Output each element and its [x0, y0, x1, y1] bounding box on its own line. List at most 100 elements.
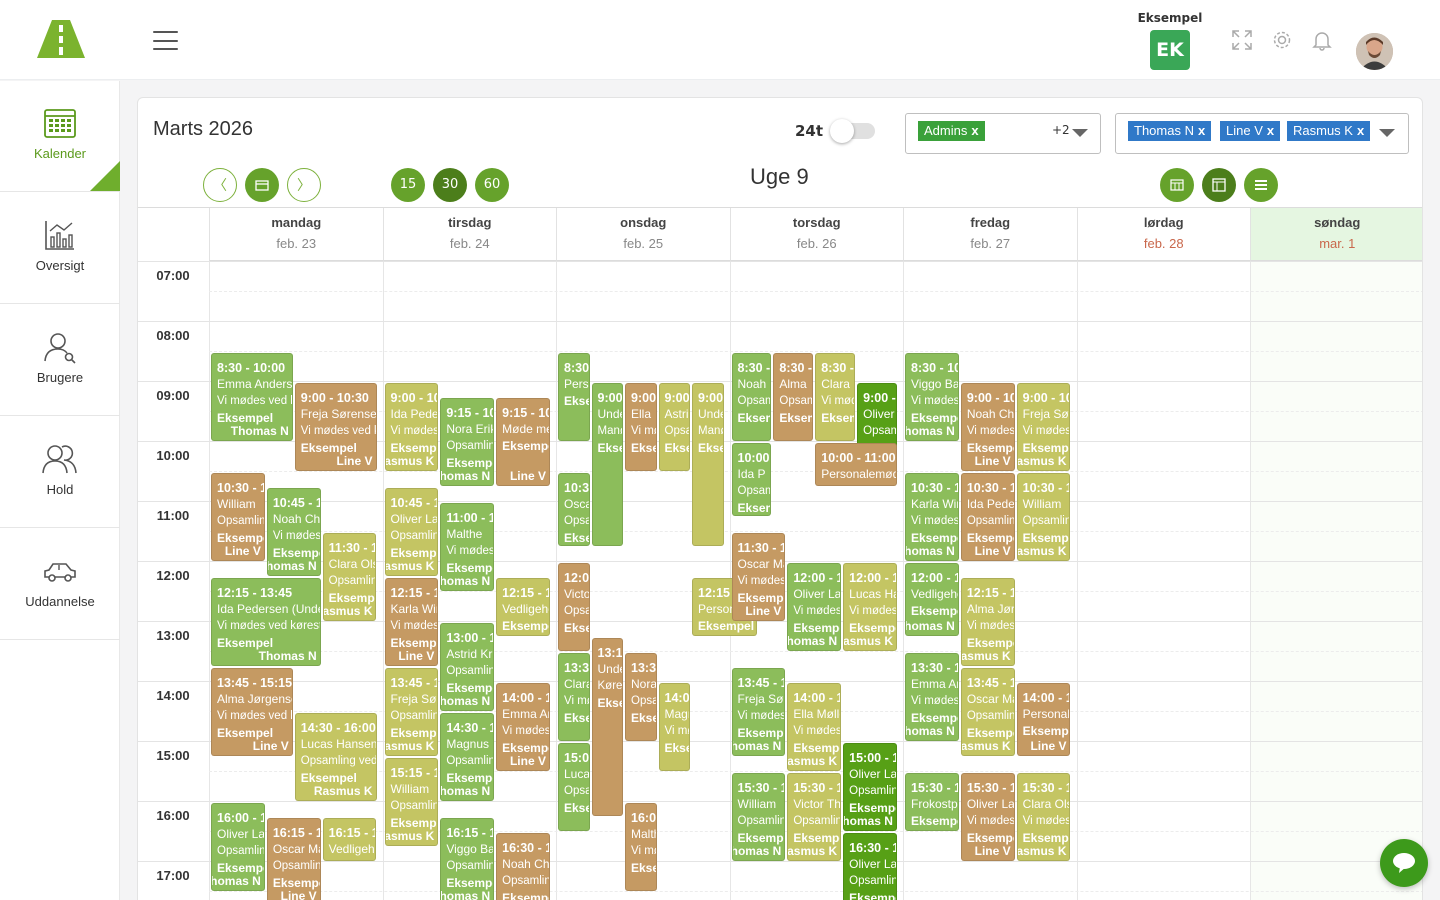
calendar-event[interactable]: 14:30 - 16:00 Lucas Hansen Opsamling ved s…: [294, 713, 377, 801]
calendar-event[interactable]: 9:00 - 10:30 Freja Sørensen Vi mødes Eksemp…: [1016, 383, 1071, 471]
nav-item-kalender[interactable]: Kalender: [0, 81, 120, 192]
day-header-lørdag[interactable]: lørdag feb. 28: [1076, 208, 1250, 261]
day-column[interactable]: [903, 261, 1077, 900]
day-column[interactable]: [382, 261, 557, 900]
month-view-button[interactable]: [1160, 168, 1194, 202]
gear-icon[interactable]: [1271, 29, 1293, 51]
calendar-event[interactable]: 13:15 - 16:15 Undervisning Køreteknik Eksem…: [591, 638, 623, 816]
calendar-event[interactable]: 15:30 - 17:00 Oliver Larsen Vi mødes Eksemp…: [960, 773, 1015, 861]
calendar-event[interactable]: 10:00 - 11:00 Personalemøde Eksempel: [815, 443, 897, 486]
org-avatar[interactable]: EK: [1150, 30, 1190, 70]
calendar-event[interactable]: 16:15 - 17:45 Viggo Bach Opsamling Eksempel…: [440, 818, 495, 900]
calendar-event[interactable]: 10:30 - 12:00 Ida Pedersen Opsamling Eksemp…: [960, 473, 1015, 561]
calendar-event[interactable]: 8:30 - 10:00 Emma Andersen Vi mødes ved kø…: [211, 353, 293, 441]
calendar-event[interactable]: 12:00 - 13:30 Oliver Larsen Vi mødes Eksemp…: [787, 563, 842, 651]
day-header-onsdag[interactable]: onsdag feb. 25: [556, 208, 730, 261]
calendar-event[interactable]: 16:15 - 17:45 Oscar Madsen Opsamling Eksemp…: [266, 818, 321, 900]
day-header-fredag[interactable]: fredag feb. 27: [903, 208, 1077, 261]
calendar-event[interactable]: 13:00 - 14:30 Astrid Kristensen Opsamling E…: [440, 623, 495, 711]
calendar-event[interactable]: 15:30 - 17:00 Victor Thomsen Opsamling Ekse…: [787, 773, 842, 861]
calendar-event[interactable]: 9:00 - 11:45 Undervisning Manøvre Eksempel: [692, 383, 724, 546]
calendar-event[interactable]: 10:30 - 12:00 Karla Winther Vi mødes Eksemp…: [905, 473, 959, 561]
bell-icon[interactable]: [1311, 29, 1333, 51]
calendar-event[interactable]: 14:00 - 15:30 Emma Andersen Vi mødes Eksemp…: [496, 683, 550, 771]
calendar-event[interactable]: 9:00 - 11:45 Undervisning Manøvre Eksempel: [591, 383, 623, 546]
calendar-event[interactable]: 14:00 - 15:30 Ella Møller Vi mødes Eksempel…: [787, 683, 842, 771]
calendar-event[interactable]: 15:00 - 16:30 Lucas Opsamling Eksempel: [558, 743, 590, 831]
user-avatar[interactable]: [1356, 33, 1393, 70]
calendar-event[interactable]: 10:00 - 11:15 Ida P Opsamling Eksempel: [731, 443, 772, 516]
calendar-event[interactable]: 8:30 - 10:00 Clara Vi mødes Eksempel: [815, 353, 856, 441]
calendar-event[interactable]: 11:30 - 13:00 Oscar Madsen Vi mødes Eksempe…: [731, 533, 786, 621]
prev-week-button[interactable]: 〈: [203, 168, 237, 202]
nav-item-brugere[interactable]: Brugere: [0, 305, 120, 416]
nav-item-oversigt[interactable]: Oversigt: [0, 193, 120, 304]
calendar-event[interactable]: 12:15 - 13:45 Karla Winther Vi mødes Eksemp…: [384, 578, 439, 666]
calendar-event[interactable]: 10:45 - 12:15 Noah Christensen Vi mødes Eks…: [266, 488, 321, 576]
remove-chip-icon[interactable]: x: [1356, 123, 1365, 138]
calendar-event[interactable]: 8:30 - 10:00 Noah Opsamling Eksempel: [731, 353, 772, 441]
remove-chip-icon[interactable]: x: [971, 123, 979, 138]
interval-60-button[interactable]: 60: [475, 168, 509, 202]
road-logo-icon[interactable]: [37, 20, 85, 58]
day-header-tirsdag[interactable]: tirsdag feb. 24: [382, 208, 556, 261]
calendar-event[interactable]: 8:30 - 10:00 Viggo Bach Vi mødes EksempelTh…: [905, 353, 959, 441]
calendar-event[interactable]: 11:00 - 12:30 Malthe Vi mødes EksempelThoma…: [440, 503, 495, 591]
nav-item-hold[interactable]: Hold: [0, 417, 120, 528]
calendar-event[interactable]: 13:45 - 15:15 Freja Sørensen Opsamling Ekse…: [384, 668, 439, 756]
calendar-event[interactable]: 16:00 - 17:30 Malthe Vi mødes Eksempel: [625, 803, 657, 891]
calendar-event[interactable]: 11:30 - 13:00 Clara Olsen Opsamling Eksempe…: [322, 533, 377, 621]
remove-chip-icon[interactable]: x: [1197, 123, 1206, 138]
calendar-event[interactable]: 8:30 - 10:00 Personalemøde Eksempel: [558, 353, 590, 441]
calendar-event[interactable]: 10:30 - 11:45 Oscar Opsamling Eksempel: [558, 473, 590, 546]
chat-button[interactable]: [1380, 839, 1428, 887]
interval-15-button[interactable]: 15: [391, 168, 425, 202]
group-filter[interactable]: Admins x +2: [905, 113, 1101, 154]
calendar-event[interactable]: 12:00 - 13:30 Victor Opsamling Eksempel: [558, 563, 590, 651]
calendar-event[interactable]: 13:30 - 15:00 Nora Opsamling Eksempel: [625, 653, 657, 741]
calendar-event[interactable]: 12:15 - 13:15 Vedligeholdelse Eksempel: [496, 578, 550, 636]
calendar-event[interactable]: 16:30 - 18:00 Noah Christensen Opsamling Ek…: [496, 833, 550, 900]
day-column[interactable]: [1076, 261, 1251, 900]
calendar-event[interactable]: 10:45 - 12:15 Oliver Larsen Opsamling Eksem…: [384, 488, 439, 576]
day-header-torsdag[interactable]: torsdag feb. 26: [729, 208, 903, 261]
nav-item-uddannelse[interactable]: Uddannelse: [0, 529, 120, 640]
calendar-event[interactable]: 9:00 - 10:30 Freja Sørensen Vi mødes ved k…: [294, 383, 377, 471]
calendar-event[interactable]: 13:45 - 15:15 Oscar Madsen Opsamling Eksemp…: [960, 668, 1015, 756]
calendar-event[interactable]: 16:30 - 18:00 Oliver Larsen Opsamling Eksem…: [843, 833, 897, 900]
interval-30-button[interactable]: 30: [433, 168, 467, 202]
dropdown-caret-icon[interactable]: [1379, 129, 1395, 137]
menu-icon[interactable]: [153, 31, 178, 50]
calendar-event[interactable]: 12:15 - 13:45 Alma Jørgensen Vi mødes Eksem…: [960, 578, 1015, 666]
week-view-button[interactable]: [1202, 168, 1236, 202]
calendar-event[interactable]: 9:00 - 10:30 Noah Christensen Vi mødes Ekse…: [960, 383, 1015, 471]
calendar-event[interactable]: 8:30 - 10:00 Alma Opsamling Eksempel: [773, 353, 814, 441]
calendar-event[interactable]: 10:30 - 12:00 William Opsamling EksempelRas…: [1016, 473, 1071, 561]
day-header-søndag[interactable]: søndag mar. 1: [1250, 208, 1422, 261]
today-button[interactable]: [245, 168, 279, 202]
day-header-mandag[interactable]: mandag feb. 23: [209, 208, 383, 261]
calendar-event[interactable]: 9:00 - 10:30 Astrid Opsamling Eksempel: [658, 383, 690, 471]
filter-chip-admins[interactable]: Admins x: [918, 121, 985, 141]
calendar-event[interactable]: 9:15 - 10:45 Møde med lærer Eksempel Line V: [496, 398, 550, 486]
calendar-event[interactable]: 14:30 - 16:00 Magnus Opsamling EksempelThom…: [440, 713, 495, 801]
calendar-event[interactable]: 9:15 - 10:45 Nora Eriksen Opsamling Eksempe…: [440, 398, 495, 486]
fullscreen-icon[interactable]: [1231, 29, 1253, 51]
next-week-button[interactable]: 〉: [287, 168, 321, 202]
calendar-event[interactable]: 9:00 - 10:30 Ida Pedersen Vi mødes Eksempel…: [384, 383, 439, 471]
calendar-event[interactable]: 12:00 - 13:15 Vedligeholdelse EksempelThom…: [905, 563, 959, 636]
calendar-event[interactable]: 9:00 - 10:30 Ella Vi mødes Eksempel: [625, 383, 657, 471]
calendar-event[interactable]: 10:30 - 12:00 William Opsamling EksempelLin…: [211, 473, 265, 561]
day-column[interactable]: [209, 261, 383, 900]
calendar-event[interactable]: 16:00 - 17:30 Oliver Larsen Opsamling Eksem…: [211, 803, 265, 891]
calendar-event[interactable]: 14:00 - 15:30 Magnus Vi mødes Eksempel: [658, 683, 690, 771]
calendar-event[interactable]: 13:45 - 15:15 Alma Jørgensen Vi mødes ved …: [211, 668, 293, 756]
calendar-event[interactable]: 13:45 - 15:15 Freja Sørensen Vi mødes Eksem…: [731, 668, 786, 756]
dropdown-caret-icon[interactable]: [1072, 129, 1088, 137]
calendar-event[interactable]: 15:00 - 16:30 Oliver Larsen Opsamling Eksem…: [843, 743, 897, 831]
